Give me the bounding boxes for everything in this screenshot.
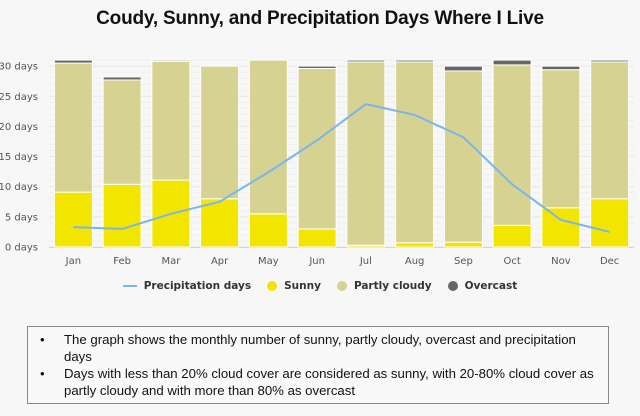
bar-partly-cloudy-mar [151,60,191,181]
bar-partly-cloudy-aug [395,61,435,244]
x-tick-label: Aug [405,256,425,267]
bar-overcast-oct [492,59,532,66]
precipitation-line-series [73,103,610,233]
bar-overcast-jan [53,59,93,64]
bar-overcast-jul [346,59,386,63]
x-tick-label: Jun [308,256,325,267]
x-tick-label: Nov [551,256,571,267]
bar-partly-cloudy-dec [590,61,630,200]
bar-sunny-dec [590,198,630,248]
legend-label: Partly cloudy [353,280,432,292]
y-axis-ticks: 0 days 5 days 10 days 15 days 20 days 25 days… [0,62,38,254]
y-tick-label: 0 days [5,243,38,254]
y-tick-label: 5 days [5,212,38,223]
x-tick-label: Apr [211,256,229,267]
note-item: The graph shows the monthly number of su… [36,331,600,365]
precipitation-line [73,103,610,233]
bar-overcast-nov [541,65,581,71]
bar-partly-cloudy-jul [346,61,386,246]
chart-title: Coudy, Sunny, and Precipitation Days Whe… [96,8,544,29]
y-tick-label: 15 days [0,152,38,163]
x-tick-label: Mar [161,256,181,267]
legend-item-sunny[interactable]: Sunny [267,280,321,292]
x-tick-label: Feb [113,256,131,267]
x-tick-label: May [258,256,279,267]
bar-overcast-mar [151,59,191,62]
x-axis-ticks: Jan Feb Mar Apr May Jun Jul Aug Sep Oct Nov Dec [65,256,620,267]
bar-partly-cloudy-may [248,59,288,215]
bar-partly-cloudy-sep [443,70,483,243]
bar-sunny-aug [395,242,435,248]
x-tick-label: Oct [503,256,520,267]
bar-overcast-sep [443,65,483,72]
legend-dot-icon [267,281,278,291]
notes-box: The graph shows the monthly number of su… [27,326,609,404]
legend-dot-icon [447,281,458,291]
x-tick-label: Jan [65,256,81,267]
bar-sunny-jun [297,228,337,248]
y-tick-label: 25 days [0,92,38,103]
y-tick-label: 30 days [0,62,38,73]
bar-overcast-dec [590,59,630,63]
chart-plot: 0 days 5 days 10 days 15 days 20 days 25 days… [0,59,634,267]
grid-lines [49,59,634,248]
y-tick-label: 20 days [0,122,38,133]
y-tick-label: 10 days [0,182,38,193]
bar-partly-cloudy-nov [541,69,581,209]
bar-overcast-aug [395,59,435,63]
x-tick-label: Jul [359,256,372,267]
bar-overcast-feb [102,76,142,81]
legend-label: Overcast [464,280,518,292]
legend-item-overcast[interactable]: Overcast [447,280,518,292]
bar-sunny-sep [443,241,483,248]
bar-partly-cloudy-oct [492,64,532,226]
legend-label: Sunny [284,280,321,292]
legend-dot-icon [336,281,347,291]
bar-partly-cloudy-jan [53,62,93,193]
bar-series [53,59,630,248]
x-tick-label: Sep [454,256,473,267]
bar-partly-cloudy-feb [102,79,142,185]
legend-line-icon [122,285,137,287]
bar-partly-cloudy-apr [200,65,240,200]
bar-overcast-jun [297,65,337,70]
bar-sunny-jan [53,191,93,248]
x-tick-label: Dec [600,256,619,267]
legend-item-precipitation[interactable]: Precipitation days [122,280,252,292]
legend-label: Precipitation days [143,280,252,292]
bar-sunny-nov [541,207,581,248]
legend-item-partly-cloudy[interactable]: Partly cloudy [336,280,432,292]
bar-sunny-apr [200,198,240,248]
bar-sunny-may [248,213,288,248]
bar-sunny-feb [102,183,142,248]
chart-legend: Precipitation days Sunny Partly cloudy O… [0,280,640,292]
bar-sunny-oct [492,224,532,248]
note-item: Days with less than 20% cloud cover are … [36,365,600,399]
